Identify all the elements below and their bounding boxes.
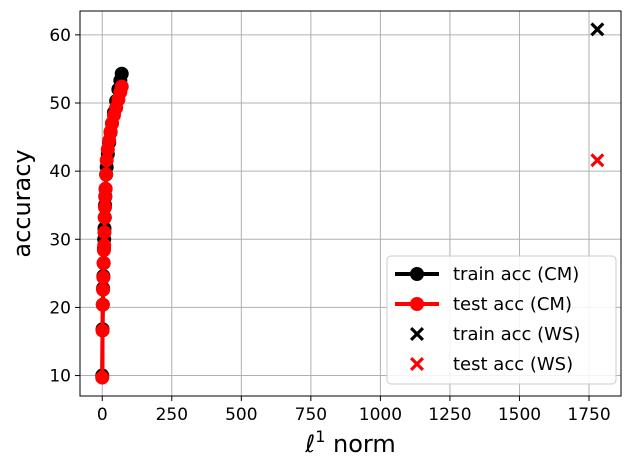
legend-entry: test acc (WS) [410, 354, 573, 375]
x-axis-label: ℓ1 norm [304, 427, 395, 458]
data-point [95, 297, 110, 312]
series-3 [590, 153, 605, 168]
data-point [96, 270, 111, 285]
legend-entry: train acc (CM) [395, 264, 579, 285]
data-point [99, 167, 114, 182]
data-point [114, 79, 129, 94]
series-2 [590, 22, 605, 37]
y-tick-label: 40 [49, 162, 71, 182]
x-tick-label: 0 [97, 405, 108, 425]
data-point-x [590, 22, 605, 37]
legend-label: train acc (CM) [453, 264, 579, 285]
y-axis-label: accuracy [8, 149, 36, 257]
x-tick-label: 1250 [428, 405, 471, 425]
y-tick-label: 30 [49, 230, 71, 250]
data-point [98, 200, 113, 215]
x-axis-label-prefix: ℓ [304, 430, 315, 458]
y-tick-label: 10 [49, 367, 71, 387]
grid-lines [80, 11, 621, 396]
legend-marker [410, 267, 424, 281]
y-tick-label: 50 [49, 94, 71, 114]
x-tick-label: 1500 [498, 405, 541, 425]
series-1 [95, 79, 129, 385]
legend-label: test acc (CM) [453, 294, 572, 315]
data-point [96, 256, 111, 271]
legend-label: train acc (WS) [453, 324, 580, 345]
data-point [99, 153, 114, 168]
x-tick-label: 1750 [567, 405, 610, 425]
data-point [98, 181, 113, 196]
legend-entry: test acc (CM) [395, 294, 572, 315]
legend-entry: train acc (WS) [410, 324, 580, 345]
x-tick-label: 500 [225, 405, 257, 425]
data-point [95, 323, 110, 338]
data-point [114, 66, 129, 81]
legend-marker [410, 327, 424, 341]
data-point [97, 210, 112, 225]
data-point [97, 225, 112, 240]
y-tick-label: 60 [49, 26, 71, 46]
data-point-x [590, 153, 605, 168]
legend-label: test acc (WS) [453, 354, 573, 375]
x-axis-label-superscript: 1 [315, 427, 325, 446]
data-point [97, 238, 112, 253]
data-point [96, 282, 111, 297]
legend: train acc (CM) test acc (CM) train acc (WS… [386, 255, 617, 385]
y-tick-label: 20 [49, 298, 71, 318]
plot-frame [79, 10, 622, 397]
data-point [95, 370, 110, 385]
x-tick-label: 750 [295, 405, 327, 425]
x-tick-label: 250 [156, 405, 188, 425]
y-axis-ticks: 10 20 30 40 50 60 [49, 26, 80, 387]
series-layer [95, 22, 605, 385]
legend-marker [410, 357, 424, 371]
x-axis-ticks: 0 250 500 750 1000 1250 1500 1750 [97, 396, 611, 425]
x-axis-label-suffix: norm [325, 430, 395, 458]
legend-box [386, 255, 617, 385]
x-tick-label: 1000 [359, 405, 402, 425]
legend-marker [410, 297, 424, 311]
